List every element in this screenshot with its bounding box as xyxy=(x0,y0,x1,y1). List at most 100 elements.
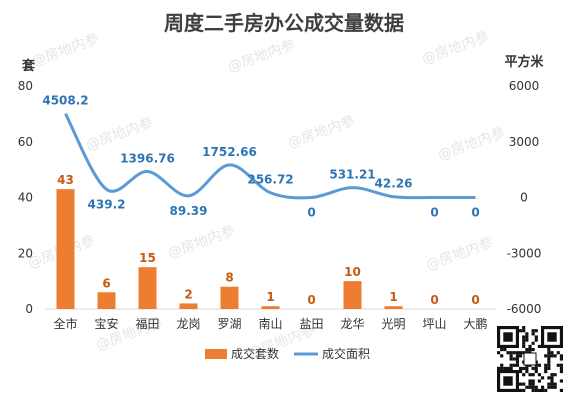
qr-module xyxy=(500,366,504,370)
qr-module xyxy=(541,385,545,389)
qr-finder xyxy=(547,332,557,342)
line-data-label: 256.72 xyxy=(247,173,293,187)
qr-module xyxy=(528,385,532,389)
qr-module xyxy=(522,341,526,345)
y-left-tick-label: 40 xyxy=(18,191,33,205)
qr-module xyxy=(522,382,526,386)
legend-bar-swatch xyxy=(205,349,227,359)
qr-module xyxy=(547,363,551,367)
qr-module xyxy=(537,388,541,392)
bar-data-label: 10 xyxy=(344,265,361,279)
y-right-tick-label: -3000 xyxy=(507,246,542,260)
qr-module xyxy=(525,338,529,342)
qr-module xyxy=(544,354,548,358)
qr-module xyxy=(515,363,519,367)
legend-bar-label: 成交套数 xyxy=(231,346,279,361)
qr-module xyxy=(528,373,532,377)
qr-module xyxy=(522,338,526,342)
line-data-label: 1396.76 xyxy=(120,152,175,166)
x-category-label: 光明 xyxy=(381,317,405,331)
qr-module xyxy=(509,357,513,361)
qr-module xyxy=(559,357,563,361)
qr-module xyxy=(531,388,535,392)
qr-module xyxy=(556,351,560,355)
x-category-label: 福田 xyxy=(135,316,159,331)
y-right-tick-label: 0 xyxy=(520,191,528,205)
qr-module xyxy=(544,363,548,367)
qr-module xyxy=(553,385,557,389)
line-data-label: 0 xyxy=(471,206,479,220)
qr-module xyxy=(541,388,545,392)
y-right-tick-label: 3000 xyxy=(509,135,540,149)
qr-module xyxy=(531,348,535,352)
qr-module xyxy=(528,382,532,386)
qr-module xyxy=(537,379,541,383)
qr-module xyxy=(519,329,523,333)
line-data-label: 0 xyxy=(430,206,438,220)
x-category-label: 全市 xyxy=(53,316,77,331)
qr-module xyxy=(500,363,504,367)
qr-module xyxy=(519,366,523,370)
y-right-ticks: -6000 -3000 0 3000 6000 xyxy=(507,79,542,316)
qr-module xyxy=(534,388,538,392)
qr-module xyxy=(534,335,538,339)
qr-module xyxy=(500,348,504,352)
y-left-tick-label: 0 xyxy=(25,302,33,316)
qr-module xyxy=(553,382,557,386)
qr-module xyxy=(547,354,551,358)
qr-module xyxy=(522,366,526,370)
qr-module xyxy=(544,366,548,370)
qr-module xyxy=(531,379,535,383)
y-left-axis-label: 套 xyxy=(21,58,36,74)
watermark-text: @房地内参 xyxy=(84,114,156,154)
qr-module xyxy=(547,376,551,380)
bar-data-label: 6 xyxy=(102,276,110,290)
qr-module xyxy=(522,326,526,330)
bar xyxy=(343,281,362,309)
line-data-labels: 4508.2 439.2 1396.76 89.39 1752.66 256.72 0 531… xyxy=(42,94,479,220)
y-right-axis-label: 平方米 xyxy=(504,54,544,70)
x-category-label: 南山 xyxy=(258,316,282,331)
y-left-ticks: 0 20 40 60 80 xyxy=(18,79,33,316)
qr-module xyxy=(515,354,519,358)
x-category-label: 龙华 xyxy=(340,317,364,331)
qr-module xyxy=(506,366,510,370)
bar-data-label: 2 xyxy=(184,287,192,301)
qr-module xyxy=(559,363,563,367)
qr-module xyxy=(559,354,563,358)
qr-module xyxy=(550,385,554,389)
watermark-text: @房地内参 xyxy=(424,234,496,274)
qr-module xyxy=(509,354,513,358)
qr-module xyxy=(531,373,535,377)
line-data-label: 531.21 xyxy=(329,168,375,182)
qr-module xyxy=(503,348,507,352)
qr-module xyxy=(519,388,523,392)
qr-module xyxy=(525,348,529,352)
qr-module xyxy=(534,329,538,333)
x-category-label: 龙岗 xyxy=(176,317,200,331)
qr-module xyxy=(531,385,535,389)
qr-module xyxy=(519,351,523,355)
qr-module xyxy=(537,373,541,377)
qr-module xyxy=(537,363,541,367)
x-category-label: 坪山 xyxy=(422,317,446,331)
qr-module xyxy=(547,351,551,355)
qr-module xyxy=(525,366,529,370)
qr-module xyxy=(531,329,535,333)
x-category-label: 盐田 xyxy=(299,317,323,331)
qr-module xyxy=(550,379,554,383)
qr-module xyxy=(541,376,545,380)
qr-module xyxy=(500,354,504,358)
qr-module xyxy=(531,332,535,336)
bar-data-label: 43 xyxy=(57,173,74,187)
qr-module xyxy=(525,385,529,389)
x-category-label: 大鹏 xyxy=(463,317,487,331)
qr-module xyxy=(522,373,526,377)
bar xyxy=(138,267,157,309)
qr-module xyxy=(544,370,548,374)
line-data-label: 1752.66 xyxy=(202,145,257,159)
bar-data-label: 15 xyxy=(139,251,156,265)
qr-module xyxy=(515,357,519,361)
qr-module xyxy=(519,382,523,386)
qr-module xyxy=(534,385,538,389)
